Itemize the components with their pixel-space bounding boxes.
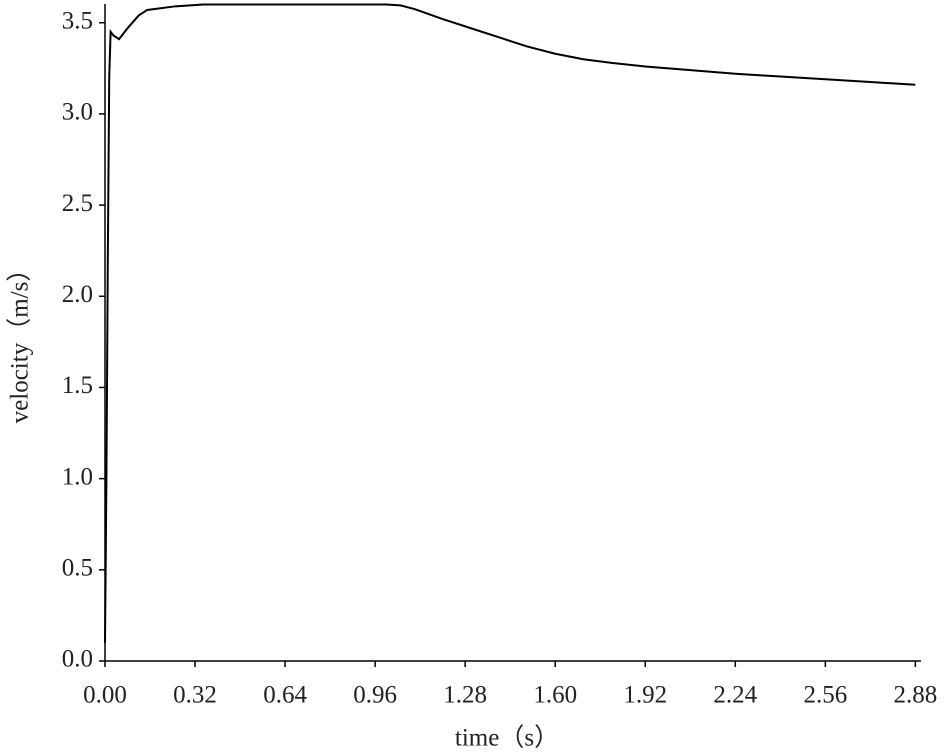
y-tick-label: 3.5 — [62, 7, 93, 34]
y-tick-label: 3.0 — [62, 99, 93, 126]
y-axis-label: velocity（m/s） — [6, 257, 34, 424]
x-tick-label: 0.96 — [353, 682, 397, 709]
y-tick-label: 2.5 — [62, 190, 93, 217]
y-tick-label: 0.5 — [62, 555, 93, 582]
y-tick-label: 1.5 — [62, 372, 93, 399]
x-tick-label: 2.56 — [803, 682, 847, 709]
x-tick-label: 0.64 — [263, 682, 307, 709]
y-tick-label: 2.0 — [62, 281, 93, 308]
x-tick-label: 0.00 — [83, 682, 127, 709]
y-tick-label: 1.0 — [62, 463, 93, 490]
y-tick-label: 0.0 — [62, 646, 93, 673]
x-tick-label: 1.92 — [623, 682, 667, 709]
x-tick-label: 1.28 — [443, 682, 487, 709]
x-tick-label: 0.32 — [173, 682, 217, 709]
x-tick-label: 2.24 — [713, 682, 757, 709]
x-tick-label: 1.60 — [533, 682, 577, 709]
x-tick-label: 2.88 — [893, 682, 937, 709]
x-axis-label: time（s） — [455, 724, 559, 752]
line-series — [104, 3, 916, 643]
